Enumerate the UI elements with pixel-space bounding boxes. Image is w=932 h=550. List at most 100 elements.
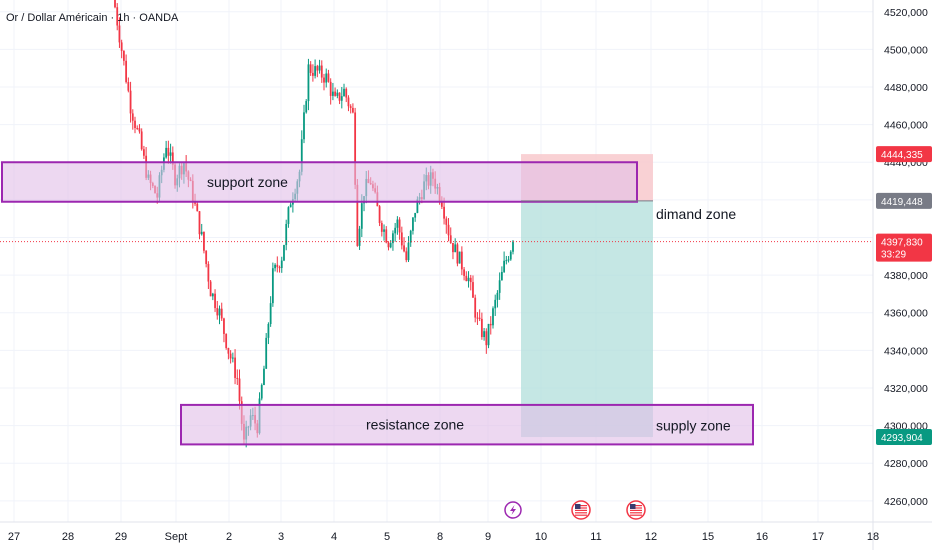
y-tick-label: 4340,000 — [884, 345, 928, 357]
candle — [456, 242, 459, 267]
candle — [507, 256, 510, 263]
candle — [472, 275, 474, 298]
candle — [305, 99, 308, 114]
countdown-label: 33:29 — [881, 250, 906, 261]
x-tick-label: Sept — [165, 531, 188, 543]
candle — [225, 333, 228, 350]
candle — [131, 109, 134, 130]
candle — [503, 251, 506, 274]
candle — [492, 306, 494, 329]
candle — [358, 225, 361, 250]
candle — [309, 61, 312, 76]
price-badge-label: 4293,904 — [881, 433, 923, 444]
zones[interactable] — [1, 161, 754, 446]
candle — [269, 296, 272, 327]
candle — [478, 309, 481, 322]
candle — [318, 59, 321, 74]
y-tick-label: 4500,000 — [884, 44, 928, 56]
candle — [474, 294, 477, 323]
candle — [327, 69, 330, 83]
y-tick-label: 4460,000 — [884, 120, 928, 132]
x-tick-label: 8 — [437, 531, 443, 543]
candle — [265, 333, 268, 370]
candle — [467, 271, 470, 288]
candle — [211, 292, 214, 301]
candle — [336, 89, 339, 99]
x-tick-label: 4 — [331, 531, 337, 543]
price-badge: 4293,904 — [876, 429, 932, 446]
us-flag-icon[interactable] — [626, 500, 646, 520]
candle — [229, 350, 232, 364]
resistance-zone-label: resistance zone — [366, 417, 464, 433]
candle — [120, 39, 123, 59]
candle — [169, 143, 172, 164]
candle — [445, 216, 448, 234]
candle — [505, 255, 508, 265]
candle — [494, 294, 497, 316]
candle — [496, 290, 499, 308]
support-zone-label: support zone — [207, 174, 288, 190]
candle — [276, 256, 279, 273]
candle — [138, 124, 141, 134]
candle — [307, 58, 310, 111]
candle — [196, 202, 199, 212]
candle — [218, 305, 221, 325]
candle — [487, 323, 490, 349]
candle — [349, 104, 352, 114]
candle — [352, 103, 354, 114]
x-tick-label: 12 — [645, 531, 657, 543]
candle — [454, 238, 457, 253]
candle — [463, 267, 465, 281]
candle — [311, 64, 314, 82]
candle — [412, 216, 414, 235]
candle — [303, 104, 305, 144]
candle — [278, 265, 281, 273]
y-tick-label: 4320,000 — [884, 383, 928, 395]
candle — [512, 239, 514, 255]
candle — [285, 219, 288, 251]
take-profit-area — [521, 200, 653, 438]
candle — [320, 60, 323, 83]
candle — [485, 328, 488, 354]
candle — [347, 95, 350, 112]
price-axis[interactable]: 4260,0004280,0004300,0004320,0004340,000… — [884, 7, 928, 508]
candle — [343, 83, 345, 97]
candle — [383, 224, 385, 241]
candle — [340, 86, 343, 109]
candle — [460, 246, 463, 276]
candle — [452, 242, 454, 260]
x-tick-label: 10 — [535, 531, 547, 543]
candle — [509, 250, 512, 261]
candle — [287, 206, 290, 228]
candle — [223, 317, 225, 343]
y-tick-label: 4260,000 — [884, 496, 928, 508]
us-flag-icon[interactable] — [571, 500, 591, 520]
events[interactable] — [504, 500, 646, 520]
candle — [403, 237, 405, 253]
candle — [220, 302, 223, 321]
candle — [136, 125, 139, 130]
support-zone[interactable] — [1, 161, 638, 203]
candle — [114, 0, 116, 9]
candle — [489, 316, 492, 335]
candle — [405, 247, 408, 263]
candle — [483, 328, 485, 341]
candle — [231, 352, 234, 363]
candle — [447, 218, 450, 242]
candle — [398, 217, 401, 240]
candle — [396, 216, 399, 235]
candle — [480, 312, 483, 340]
x-tick-label: 18 — [867, 531, 879, 543]
lightning-icon[interactable] — [504, 501, 522, 519]
candle — [334, 87, 337, 97]
candle — [209, 280, 212, 297]
candle — [345, 87, 348, 103]
resistance-zone[interactable] — [180, 403, 754, 446]
price-badge-label: 4397,830 — [881, 238, 923, 249]
candle — [140, 128, 143, 151]
candle — [203, 231, 205, 254]
x-tick-label: 28 — [62, 531, 74, 543]
